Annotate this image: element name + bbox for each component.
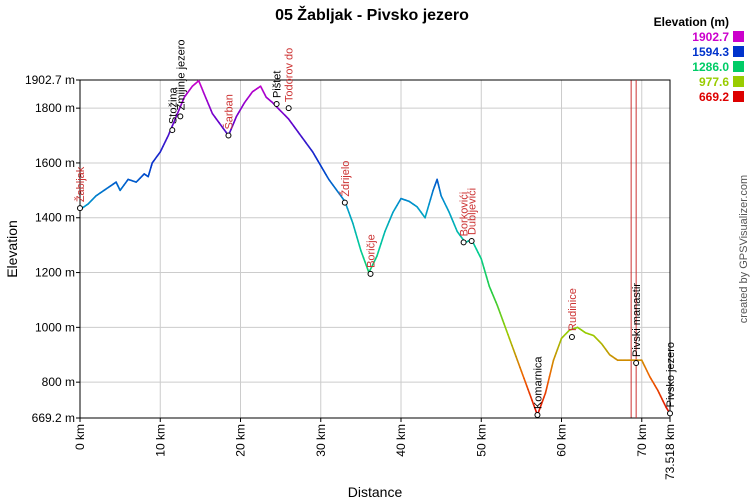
waypoint-marker bbox=[169, 127, 176, 134]
waypoint-marker bbox=[534, 412, 541, 419]
x-tick-label: 30 km bbox=[314, 424, 328, 457]
y-tick-label: 1400 m bbox=[35, 211, 75, 225]
grid bbox=[79, 79, 671, 419]
legend-value: 977.6 bbox=[699, 75, 729, 89]
waypoint-marker bbox=[667, 410, 673, 417]
y-tick-label: 1902.7 m bbox=[25, 73, 75, 87]
legend-value: 669.2 bbox=[699, 90, 729, 104]
waypoint-label: Rudinice bbox=[567, 288, 579, 331]
waypoint-label: Boričje bbox=[366, 234, 378, 268]
profile-segment bbox=[550, 364, 553, 372]
waypoint-label: Šarban bbox=[222, 94, 235, 129]
waypoint-label: Zmijinje jezero bbox=[175, 39, 187, 110]
waypoint-label: Pivski manastir bbox=[631, 283, 643, 357]
y-tick-label: 800 m bbox=[42, 375, 75, 389]
credit-text: created by GPSVisualizer.com bbox=[738, 175, 750, 323]
legend-swatch bbox=[733, 61, 744, 72]
legend-title: Elevation (m) bbox=[654, 15, 729, 29]
waypoint-label: Todorov do bbox=[284, 48, 296, 102]
y-tick-label: 669.2 m bbox=[32, 411, 75, 425]
waypoint-label: Pivsko jezero bbox=[665, 342, 677, 407]
waypoint-marker bbox=[225, 132, 232, 139]
x-axis-ticks: 0 km 10 km 20 km 30 km 40 km 50 km 60 km 70 km 7… bbox=[73, 418, 677, 480]
waypoint-marker bbox=[633, 359, 640, 366]
y-tick-label: 1000 m bbox=[35, 320, 75, 334]
legend-value: 1286.0 bbox=[692, 60, 729, 74]
waypoint-marker bbox=[177, 113, 184, 120]
legend-value: 1594.3 bbox=[692, 45, 729, 59]
x-tick-label: 70 km bbox=[635, 424, 649, 457]
x-tick-label: 60 km bbox=[555, 424, 569, 457]
legend-swatch bbox=[733, 31, 744, 42]
x-tick-label: 10 km bbox=[153, 424, 167, 457]
waypoint-marker bbox=[341, 199, 348, 206]
waypoint-marker bbox=[285, 105, 292, 112]
legend: Elevation (m) 1902.71594.31286.0977.6669… bbox=[654, 15, 744, 104]
chart-title: 05 Žabljak - Pivsko jezero bbox=[275, 5, 469, 24]
waypoint-label: Ždrijelo bbox=[339, 161, 352, 197]
waypoint-label: Žabljak bbox=[74, 166, 87, 202]
y-tick-label: 1800 m bbox=[35, 101, 75, 115]
waypoint-label: Stožina bbox=[167, 86, 179, 124]
x-tick-label: 40 km bbox=[394, 424, 408, 457]
profile-segment bbox=[544, 386, 548, 394]
waypoint-label: Komarnica bbox=[532, 356, 544, 409]
waypoint-marker bbox=[77, 205, 83, 212]
waypoint-marker bbox=[468, 238, 475, 245]
y-tick-label: 1600 m bbox=[35, 156, 75, 170]
plot-frame bbox=[79, 79, 671, 419]
profile-segment bbox=[547, 375, 551, 383]
profile-segment bbox=[551, 359, 555, 367]
waypoint-marker bbox=[367, 270, 374, 277]
x-tick-label: 50 km bbox=[474, 424, 488, 457]
waypoint-label: Dubljevići bbox=[467, 188, 479, 235]
x-tick-label: 0 km bbox=[73, 424, 87, 450]
legend-swatch bbox=[733, 46, 744, 57]
legend-value: 1902.7 bbox=[692, 30, 729, 44]
profile-segment bbox=[548, 370, 552, 378]
x-axis-title: Distance bbox=[348, 484, 403, 500]
waypoint-marker bbox=[568, 333, 575, 340]
y-axis-title: Elevation bbox=[4, 220, 20, 278]
waypoint-marker bbox=[460, 239, 467, 246]
legend-swatch bbox=[733, 76, 744, 87]
legend-swatch bbox=[733, 91, 744, 102]
waypoint-label: Pištet bbox=[272, 71, 284, 99]
y-tick-label: 1200 m bbox=[35, 266, 75, 280]
x-tick-label: 73.518 km bbox=[663, 424, 677, 480]
profile-segment bbox=[546, 381, 549, 389]
waypoint-label: Borkovići bbox=[459, 192, 471, 237]
x-tick-label: 20 km bbox=[234, 424, 248, 457]
waypoint-marker bbox=[273, 101, 280, 108]
y-axis-ticks: 669.2 m 800 m 1000 m 1200 m 1400 m 1600 m 1800… bbox=[25, 73, 80, 425]
